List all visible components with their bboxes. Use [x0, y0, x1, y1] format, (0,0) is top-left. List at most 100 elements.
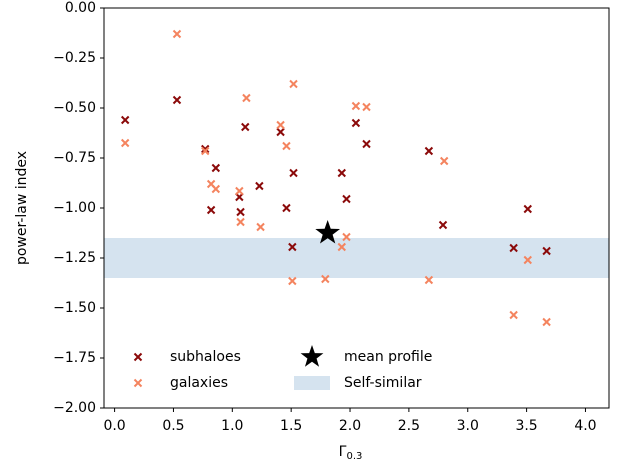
point-stroke — [235, 186, 244, 196]
point-stroke — [337, 168, 346, 178]
point — [120, 138, 130, 148]
point — [362, 102, 371, 112]
point-stroke — [172, 29, 182, 39]
x-axis-label: Γ0.3 — [339, 444, 363, 462]
point-stroke — [211, 163, 221, 173]
x-tick-label: 0.5 — [162, 418, 184, 434]
y-axis-label: power-law index — [14, 151, 30, 265]
x-tick-label: 4.0 — [574, 418, 596, 434]
point-stroke — [120, 115, 130, 125]
point — [342, 232, 351, 242]
point-stroke — [288, 242, 297, 252]
point-stroke — [276, 127, 285, 137]
point — [242, 93, 251, 103]
point-stroke — [424, 275, 434, 285]
point — [211, 184, 221, 194]
point — [276, 127, 285, 137]
point-stroke — [439, 156, 449, 166]
point-stroke — [255, 181, 264, 191]
point — [256, 222, 265, 232]
point — [172, 95, 182, 105]
legend-label: subhaloes — [170, 349, 241, 365]
point-stroke — [282, 141, 291, 151]
point-stroke — [201, 144, 210, 154]
legend-swatch — [133, 352, 143, 362]
point — [255, 181, 264, 191]
legend-swatch-stroke — [133, 352, 143, 362]
point — [201, 144, 210, 154]
y-tick-label: −1.50 — [53, 300, 96, 316]
legend-swatch-stroke — [133, 378, 143, 388]
band — [104, 238, 609, 278]
point — [542, 317, 551, 327]
point — [282, 141, 291, 151]
point-stroke — [236, 217, 245, 227]
point-stroke — [282, 203, 291, 213]
point-stroke — [351, 118, 361, 128]
x-tick-label: 0.0 — [103, 418, 125, 434]
point-stroke — [289, 79, 298, 89]
point-stroke — [241, 122, 250, 132]
point-stroke — [509, 310, 518, 320]
point — [509, 243, 518, 253]
point — [351, 118, 361, 128]
y-tick-label: −0.50 — [53, 100, 96, 116]
point — [206, 205, 216, 215]
point — [236, 217, 245, 227]
point — [288, 276, 297, 286]
legend-label: mean profile — [344, 349, 432, 365]
point — [337, 168, 346, 178]
point — [276, 120, 285, 130]
y-tick-label: −0.25 — [53, 50, 96, 66]
point-stroke — [337, 242, 346, 252]
x-axis-label-sub: 0.3 — [346, 451, 362, 462]
legend-swatch — [294, 376, 330, 390]
point-stroke — [172, 95, 182, 105]
point-stroke — [288, 276, 297, 286]
point — [509, 310, 518, 320]
point-stroke — [201, 146, 210, 156]
point — [542, 246, 551, 256]
point — [241, 122, 250, 132]
point — [438, 220, 448, 230]
point-stroke — [438, 220, 448, 230]
point-stroke — [523, 255, 532, 265]
y-tick-label: −0.75 — [53, 150, 96, 166]
x-tick-label: 1.0 — [221, 418, 243, 434]
x-tick-label: 2.0 — [339, 418, 361, 434]
point — [424, 275, 434, 285]
point — [337, 242, 346, 252]
point — [120, 115, 130, 125]
point-stroke — [542, 246, 551, 256]
x-tick-label: 3.5 — [515, 418, 537, 434]
point — [235, 186, 244, 196]
point-stroke — [236, 207, 245, 217]
point-stroke — [362, 139, 371, 149]
point-stroke — [206, 205, 216, 215]
legend-label: galaxies — [170, 375, 228, 391]
y-tick-label: 0.00 — [65, 0, 96, 16]
point — [523, 204, 532, 214]
point — [351, 101, 361, 111]
y-tick-label: −1.00 — [53, 200, 96, 216]
x-tick-label: 2.5 — [398, 418, 420, 434]
plot-frame — [103, 7, 610, 409]
point — [282, 203, 291, 213]
point-stroke — [342, 232, 351, 242]
legend-swatch — [133, 378, 143, 388]
point-stroke — [424, 146, 434, 156]
point-stroke — [362, 102, 371, 112]
point-stroke — [289, 168, 298, 178]
point-stroke — [523, 204, 532, 214]
point-stroke — [256, 222, 265, 232]
point-stroke — [321, 274, 330, 284]
mean-marker — [315, 220, 341, 244]
point-stroke — [211, 184, 221, 194]
point — [236, 207, 245, 217]
point-stroke — [351, 101, 361, 111]
point-stroke — [242, 93, 251, 103]
point — [424, 146, 434, 156]
point — [289, 168, 298, 178]
x-tick-label: 3.0 — [457, 418, 479, 434]
